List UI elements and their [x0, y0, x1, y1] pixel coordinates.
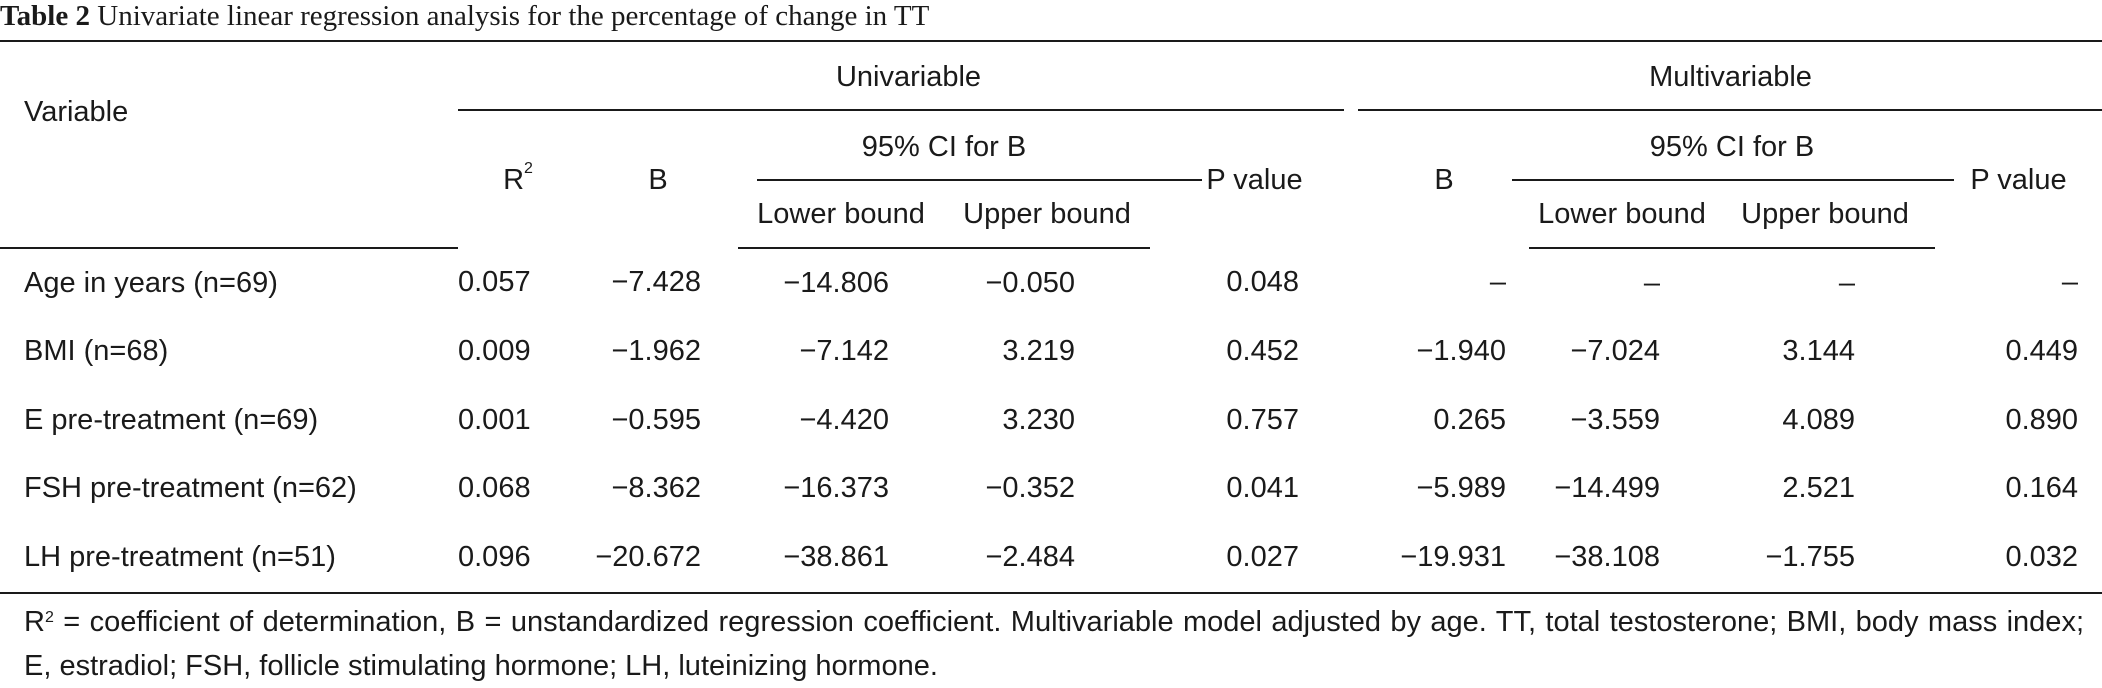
table-title: Univariate linear regression analysis fo… [97, 0, 930, 32]
cell-mp: 0.449 [2005, 335, 2079, 368]
cell-variable: FSH pre-treatment (n=62) [24, 472, 357, 505]
multivariable-p-value-header: P value [1970, 163, 2067, 196]
cell-b: −20.672 [595, 540, 701, 573]
table-row: BMI (n=68) 0.009 −1.962 −7.142 3.219 0.452 −1.… [0, 318, 2102, 387]
cell-mp: 0.890 [2005, 403, 2079, 436]
variable-header-spacer [0, 182, 458, 249]
cell-mp: 0.032 [2005, 540, 2079, 573]
multivariable-upper-bound-header: Upper bound [1715, 182, 1935, 249]
cell-mb: −1.940 [1416, 335, 1506, 368]
cell-lower: −16.373 [783, 472, 889, 505]
cell-lower: −38.861 [783, 540, 889, 573]
cell-mlower: – [1643, 266, 1660, 299]
cell-b: −7.428 [611, 266, 701, 299]
cell-mupper: – [1838, 266, 1855, 299]
cell-mupper: −1.755 [1765, 540, 1855, 573]
header-row-3: Lower bound Upper bound Lower bound Uppe… [0, 182, 2102, 249]
p-value-header: P value [1206, 163, 1303, 196]
table-label: Table 2 [0, 0, 90, 32]
cell-mupper: 3.144 [1782, 335, 1855, 368]
cell-variable: Age in years (n=69) [24, 266, 278, 299]
ci-header: 95% CI for B [861, 130, 1027, 163]
cell-variable: E pre-treatment (n=69) [24, 403, 319, 436]
table-row: E pre-treatment (n=69) 0.001 −0.595 −4.420 3… [0, 386, 2102, 455]
multivariable-b-header: B [1434, 163, 1454, 196]
cell-r2: 0.068 [458, 472, 531, 505]
cell-r2: 0.096 [458, 540, 531, 573]
cell-lower: −4.420 [799, 403, 889, 436]
multivariable-lower-bound-header: Lower bound [1529, 182, 1715, 249]
cell-r2: 0.009 [458, 335, 531, 368]
variable-header: Variable [24, 95, 129, 128]
univariable-rule [458, 109, 1344, 111]
cell-mb: −5.989 [1416, 472, 1506, 505]
b-header: B [648, 163, 668, 196]
cell-variable: BMI (n=68) [24, 335, 169, 368]
regression-table: Variable Univariable Multivariable R2 B … [0, 40, 2102, 594]
cell-mb: 0.265 [1433, 403, 1506, 436]
cell-lower: −7.142 [799, 335, 889, 368]
cell-upper: 3.230 [1002, 403, 1075, 436]
cell-b: −8.362 [611, 472, 701, 505]
cell-mupper: 2.521 [1782, 472, 1855, 505]
cell-upper: −0.050 [985, 266, 1075, 299]
multivariable-rule [1358, 109, 2102, 111]
cell-variable: LH pre-treatment (n=51) [24, 540, 336, 573]
header-row-2: R2 B 95% CI for B P value B 95% CI for B… [0, 112, 2102, 196]
cell-p: 0.027 [1226, 540, 1299, 573]
cell-p: 0.041 [1226, 472, 1299, 505]
cell-mp: – [2061, 266, 2079, 299]
cell-p: 0.757 [1226, 403, 1299, 436]
r2-header: R2 [503, 159, 533, 196]
cell-mb: −19.931 [1400, 540, 1506, 573]
cell-mlower: −7.024 [1570, 335, 1660, 368]
table-caption: Table 2 Univariate linear regression ana… [0, 0, 929, 40]
cell-mb: – [1489, 266, 1506, 299]
cell-upper: 3.219 [1002, 335, 1075, 368]
cell-upper: −2.484 [985, 540, 1075, 573]
multivariable-ci-header: 95% CI for B [1649, 130, 1815, 163]
univariable-header: Univariable [835, 60, 982, 93]
lower-bound-header: Lower bound [738, 182, 944, 249]
cell-p: 0.048 [1226, 266, 1299, 299]
cell-mupper: 4.089 [1782, 403, 1855, 436]
multivariable-header: Multivariable [1649, 60, 1812, 93]
cell-b: −1.962 [611, 335, 701, 368]
cell-mlower: −3.559 [1570, 403, 1660, 436]
cell-mp: 0.164 [2005, 472, 2079, 505]
table-row: FSH pre-treatment (n=62) 0.068 −8.362 −16.3… [0, 455, 2102, 524]
table-footnote: R2 = coefficient of determination, B = u… [24, 606, 2084, 682]
ci-rule [757, 179, 1202, 181]
cell-lower: −14.806 [783, 266, 889, 299]
cell-mlower: −38.108 [1554, 540, 1660, 573]
cell-r2: 0.057 [458, 266, 531, 299]
cell-upper: −0.352 [985, 472, 1075, 505]
multivariable-ci-rule [1512, 179, 1954, 181]
upper-bound-header: Upper bound [944, 182, 1150, 249]
table-row: Age in years (n=69) 0.057 −7.428 −14.806 −0.… [0, 248, 2102, 318]
cell-mlower: −14.499 [1554, 472, 1660, 505]
cell-r2: 0.001 [458, 403, 531, 436]
cell-b: −0.595 [611, 403, 701, 436]
cell-p: 0.452 [1226, 335, 1299, 368]
table-row: LH pre-treatment (n=51) 0.096 −20.672 −38.8… [0, 523, 2102, 593]
header-row-1: Variable Univariable Multivariable [0, 41, 2102, 128]
